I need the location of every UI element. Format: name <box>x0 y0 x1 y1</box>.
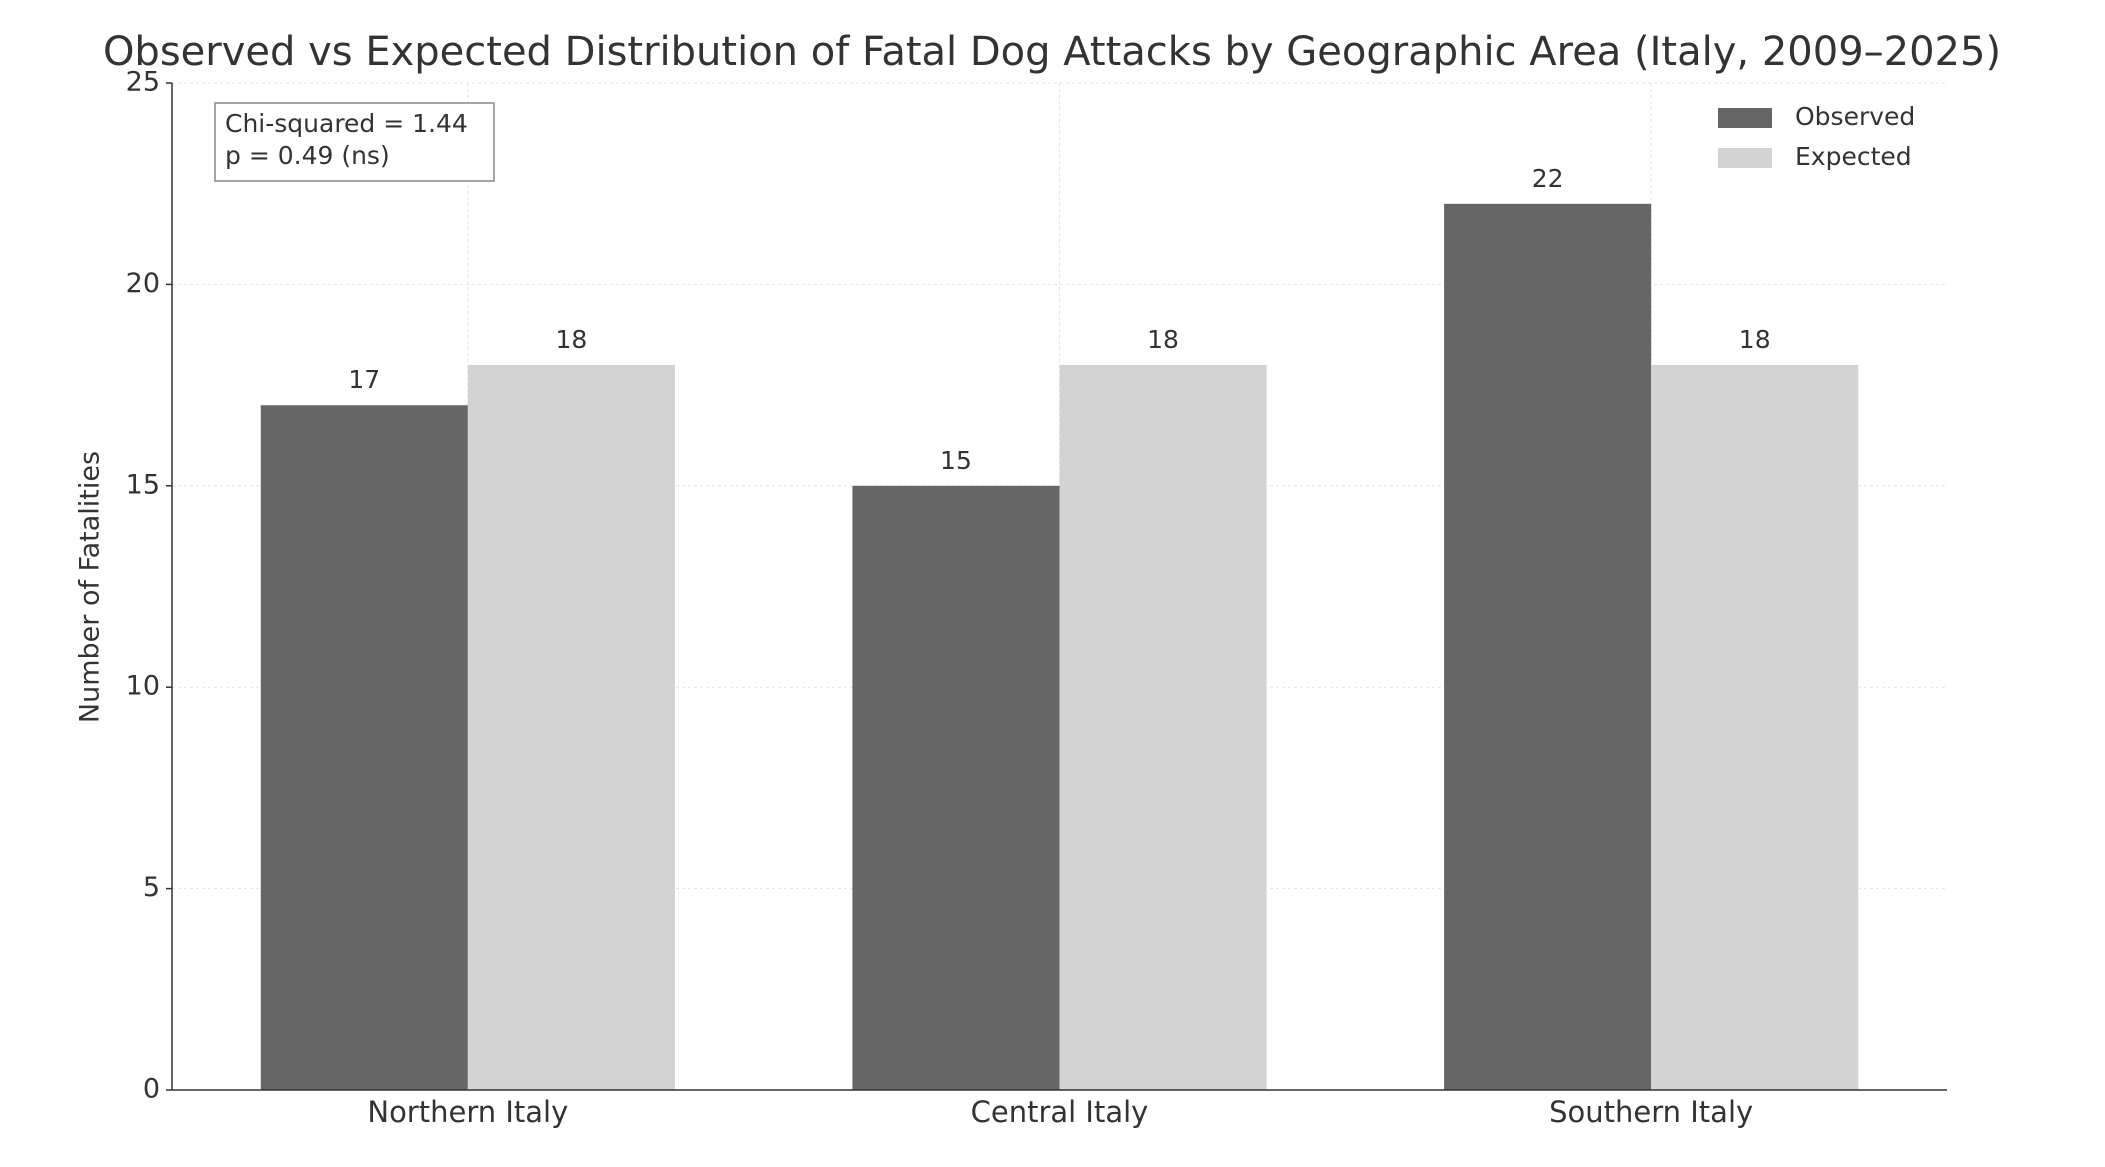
data-label: 18 <box>555 325 587 354</box>
bar <box>260 405 468 1090</box>
y-tick-label: 10 <box>126 671 160 702</box>
bar <box>1651 364 1859 1091</box>
y-tick-label: 20 <box>126 268 160 299</box>
bar <box>1444 203 1652 1091</box>
y-tick-label: 0 <box>143 1074 160 1105</box>
y-tick-label: 15 <box>126 469 160 500</box>
bar <box>467 364 675 1091</box>
bar <box>852 485 1060 1090</box>
y-axis-label: Number of Fatalities <box>75 451 106 723</box>
data-label: 15 <box>940 446 972 475</box>
legend-swatch <box>1718 148 1772 168</box>
annotation-box <box>214 102 495 182</box>
data-label: 18 <box>1739 325 1771 354</box>
data-label: 22 <box>1532 164 1564 193</box>
legend-label: Observed <box>1795 102 1915 131</box>
y-tick-label: 25 <box>126 67 160 98</box>
annotation-text: p = 0.49 (ns) <box>225 141 390 170</box>
chart-title: Observed vs Expected Distribution of Fat… <box>103 29 2001 75</box>
data-label: 17 <box>348 365 380 394</box>
x-tick-label: Northern Italy <box>367 1095 568 1129</box>
data-label: 18 <box>1147 325 1179 354</box>
legend-swatch <box>1718 108 1772 128</box>
bar <box>1059 364 1267 1091</box>
x-tick-label: Southern Italy <box>1549 1095 1753 1129</box>
x-tick-label: Central Italy <box>971 1095 1149 1129</box>
legend-label: Expected <box>1795 142 1912 171</box>
annotation-text: Chi-squared = 1.44 <box>225 109 468 138</box>
y-tick-label: 5 <box>143 872 160 903</box>
